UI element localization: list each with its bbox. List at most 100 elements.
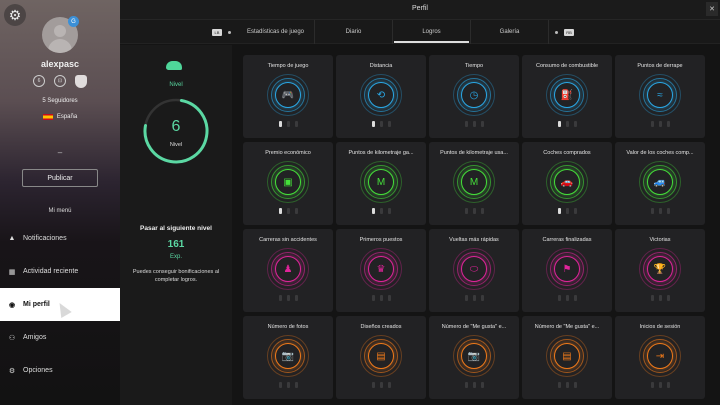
star-icon (557, 295, 561, 301)
star-icon (472, 382, 476, 388)
star-icon (379, 208, 383, 214)
achievement-medal: 🚙 (639, 161, 681, 203)
lb-button-icon[interactable]: LB (212, 28, 222, 36)
achievement-card[interactable]: Valor de los coches comp... 🚙 (615, 142, 705, 225)
spain-flag-icon (42, 114, 53, 120)
star-icon (557, 382, 561, 388)
level-panel: Nivel 6 Nivel Pasar al siguiente nivel 1… (120, 45, 232, 405)
friends-icon: ⚇ (8, 334, 16, 342)
star-icon (464, 295, 468, 301)
sidebar: ⚙ G alexpasc 6 ⊡ 5 Seguidores España – P… (0, 0, 120, 405)
tab-galeria[interactable]: Galería (471, 20, 549, 44)
tab-estadisticas[interactable]: Estadísticas de juego (237, 20, 315, 44)
podium-icon: ♛ (368, 256, 394, 282)
achievement-stars (243, 295, 333, 301)
achievement-card[interactable]: Puntos de kilometraje usa... M (429, 142, 519, 225)
achievement-title: Valor de los coches comp... (626, 150, 694, 156)
achievement-card[interactable]: Tiempo ◷ (429, 55, 519, 138)
achievement-card[interactable]: Primeros puestos ♛ (336, 229, 426, 312)
level-progress-ring (143, 98, 209, 164)
achievement-title: Distancia (369, 63, 393, 69)
achievement-card[interactable]: Número de "Me gusta" e... 📷 (429, 316, 519, 399)
achievement-card[interactable]: Puntos de kilometraje ga... M (336, 142, 426, 225)
achievement-title: Número de "Me gusta" e... (441, 324, 507, 330)
level-mini-icon[interactable]: 6 (33, 75, 45, 87)
my-menu-heading: Mi menú (48, 208, 72, 214)
achievement-card[interactable]: Distancia ⟲ (336, 55, 426, 138)
sidebar-item-label: Opciones (23, 367, 53, 374)
window-header: Perfil ✕ (120, 0, 720, 20)
activity-icon: ▦ (8, 268, 16, 276)
achievement-card[interactable]: Tiempo de juego 🎮 (243, 55, 333, 138)
sidebar-item-mi-perfil[interactable]: ◉ Mi perfil (0, 288, 120, 321)
prev-tab-arrow-icon[interactable] (228, 30, 231, 34)
achievement-medal: ◷ (453, 74, 495, 116)
achievement-medal: ⟲ (360, 74, 402, 116)
sidebar-nav: ▲ Notificaciones ▦ Actividad reciente ◉ … (0, 222, 120, 387)
level-hint: Puedes conseguir bonificaciones al compl… (132, 269, 220, 283)
level-label: Nivel (169, 82, 183, 88)
achievement-title: Carreras sin accidentes (259, 237, 317, 243)
achievement-card[interactable]: Inicios de sesión ⇥ (615, 316, 705, 399)
star-icon (464, 208, 468, 214)
close-button[interactable]: ✕ (706, 2, 718, 16)
achievement-card[interactable]: Premio económico ▣ (243, 142, 333, 225)
achievement-stars (522, 382, 612, 388)
achievement-title: Tiempo de juego (267, 63, 309, 69)
shield-icon[interactable] (75, 75, 87, 88)
finish-flag-icon: ⚑ (554, 256, 580, 282)
achievement-title: Coches comprados (543, 150, 591, 156)
sidebar-item-amigos[interactable]: ⚇ Amigos (0, 321, 120, 354)
star-icon (565, 295, 569, 301)
achievement-title: Diseños creados (360, 324, 402, 330)
page-title: Perfil (412, 5, 428, 12)
clock-road-icon: ◷ (461, 82, 487, 108)
achievement-title: Carreras finalizadas (542, 237, 592, 243)
achievement-card[interactable]: Número de fotos 📷 (243, 316, 333, 399)
star-icon (573, 208, 577, 214)
star-icon (286, 208, 290, 214)
achievement-card[interactable]: Diseños creados ▤ (336, 316, 426, 399)
achievement-title: Tiempo (464, 63, 484, 69)
achievement-card[interactable]: Número de "Me gusta" e... ▤ (522, 316, 612, 399)
achievement-card[interactable]: Coches comprados 🚗 (522, 142, 612, 225)
achievement-card[interactable]: Carreras sin accidentes ♟ (243, 229, 333, 312)
settings-gear-button[interactable]: ⚙ (4, 4, 26, 26)
star-icon (650, 382, 654, 388)
sidebar-item-label: Actividad reciente (23, 268, 79, 275)
livery-icon: ▤ (368, 343, 394, 369)
sidebar-item-actividad-reciente[interactable]: ▦ Actividad reciente (0, 255, 120, 288)
followers-count[interactable]: 5 Seguidores (42, 98, 78, 104)
achievement-card[interactable]: Consumo de combustible ⛽ (522, 55, 612, 138)
gamepad-icon: 🎮 (275, 82, 301, 108)
achievement-card[interactable]: Victorias 🏆 (615, 229, 705, 312)
trophy-icon: 🏆 (647, 256, 673, 282)
achievement-stars (336, 208, 426, 214)
tab-diario[interactable]: Diario (315, 20, 393, 44)
rb-button-icon[interactable]: RB (564, 28, 574, 36)
star-icon (480, 382, 484, 388)
sidebar-item-opciones[interactable]: ⚙ Opciones (0, 354, 120, 387)
achievement-title: Inicios de sesión (639, 324, 681, 330)
sidebar-item-notificaciones[interactable]: ▲ Notificaciones (0, 222, 120, 255)
achievement-medal: M (453, 161, 495, 203)
achievement-card[interactable]: Puntos de derrape ≈ (615, 55, 705, 138)
next-tab-arrow-icon[interactable] (555, 30, 558, 34)
achievement-stars (615, 295, 705, 301)
achievement-stars (336, 382, 426, 388)
card-mini-icon[interactable]: ⊡ (54, 75, 66, 87)
star-icon (379, 295, 383, 301)
publish-button[interactable]: Publicar (22, 169, 98, 187)
star-icon (371, 208, 375, 214)
country-label: España (56, 114, 78, 120)
achievement-card[interactable]: Vueltas más rápidas ⬭ (429, 229, 519, 312)
achievement-stars (522, 295, 612, 301)
achievement-card[interactable]: Carreras finalizadas ⚑ (522, 229, 612, 312)
achievement-stars (243, 382, 333, 388)
achievement-stars (336, 295, 426, 301)
tab-logros[interactable]: Logros (393, 20, 471, 44)
star-icon (658, 382, 662, 388)
star-icon (480, 295, 484, 301)
star-icon (286, 382, 290, 388)
star-icon (666, 121, 670, 127)
